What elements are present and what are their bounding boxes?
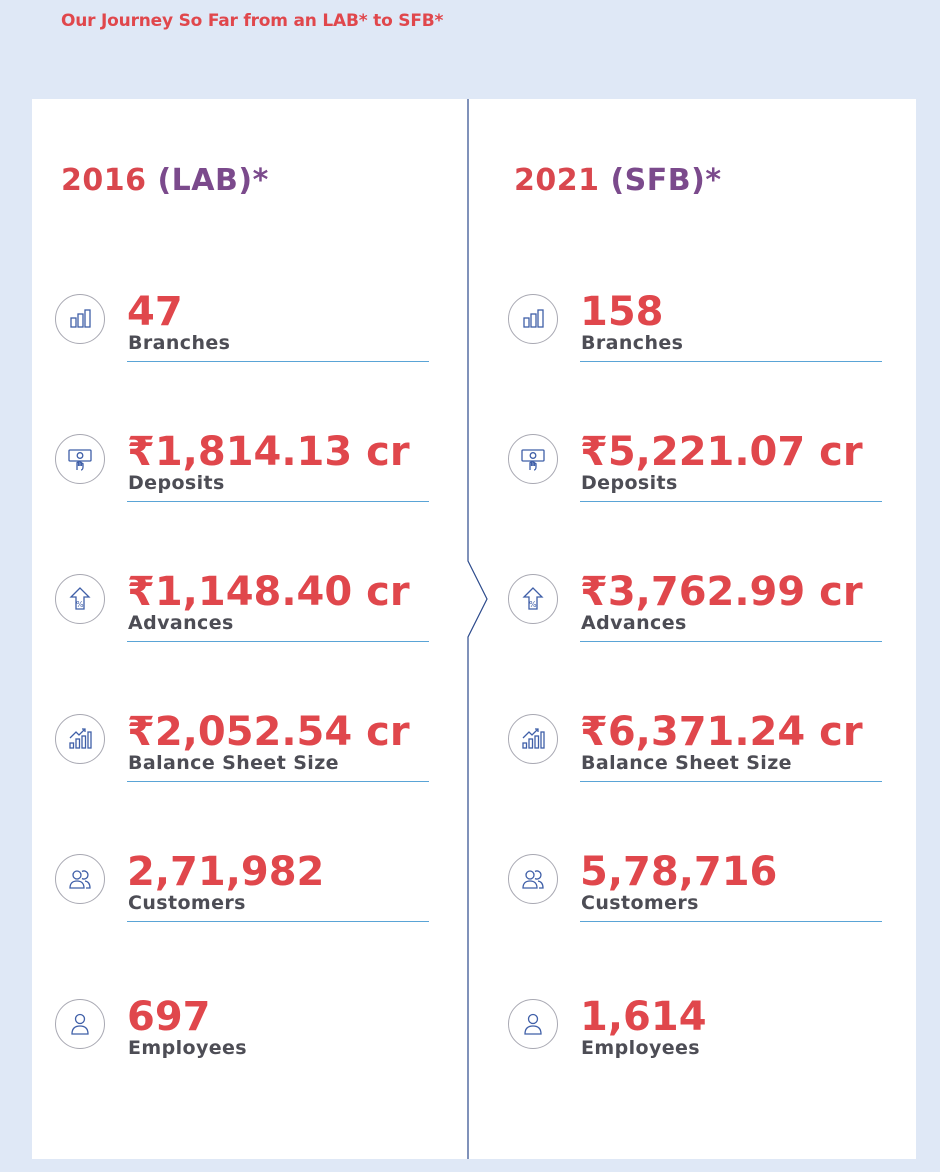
stat-value: 5,78,716 [580, 849, 778, 895]
stat-value: ₹5,221.07 cr [580, 429, 863, 475]
stat-item: 697 Employees [32, 994, 432, 1079]
stat-item: 1,614 Employees [485, 994, 885, 1079]
stat-item: 5,78,716 Customers [485, 849, 885, 934]
stat-value: 1,614 [580, 994, 707, 1040]
year-label: 2021 [514, 163, 600, 198]
stat-value: ₹1,148.40 cr [127, 569, 410, 615]
stat-label: Advances [128, 612, 234, 634]
stat-value: ₹6,371.24 cr [580, 709, 863, 755]
stat-value: 697 [127, 994, 211, 1040]
stat-label: Employees [581, 1037, 701, 1059]
stat-label: Balance Sheet Size [581, 752, 792, 774]
stat-underline [127, 781, 429, 782]
stat-label: Customers [128, 892, 246, 914]
svg-text:%: % [529, 600, 537, 609]
stat-item: ₹2,052.54 cr Balance Sheet Size [32, 709, 432, 794]
stat-underline [580, 361, 882, 362]
stat-value: 2,71,982 [127, 849, 325, 895]
cash-hand-icon [55, 434, 105, 484]
stat-underline [127, 641, 429, 642]
stat-item: 2,71,982 Customers [32, 849, 432, 934]
stat-item: 47 Branches [32, 289, 432, 374]
stat-underline [580, 501, 882, 502]
stat-underline [127, 361, 429, 362]
stat-item: ₹5,221.07 cr Deposits [485, 429, 885, 514]
comparison-card: 2016 (LAB)* 47 Branches ₹1,814.13 cr Deposit… [32, 99, 916, 1159]
stat-label: Deposits [128, 472, 225, 494]
stat-label: Balance Sheet Size [128, 752, 339, 774]
stat-value: 158 [580, 289, 664, 335]
page-title: Our Journey So Far from an LAB* to SFB* [61, 11, 444, 31]
stat-underline [580, 921, 882, 922]
employee-icon [508, 999, 558, 1049]
stat-item: 158 Branches [485, 289, 885, 374]
entity-tag: (SFB)* [610, 163, 722, 198]
stat-value: ₹1,814.13 cr [127, 429, 410, 475]
stat-label: Employees [128, 1037, 248, 1059]
stat-underline [580, 641, 882, 642]
percent-up-icon: % [55, 574, 105, 624]
stat-value: ₹2,052.54 cr [127, 709, 410, 755]
column-2016: 2016 (LAB)* 47 Branches ₹1,814.13 cr Deposit… [32, 99, 452, 1159]
stat-item: ₹1,814.13 cr Deposits [32, 429, 432, 514]
percent-up-icon: % [508, 574, 558, 624]
stat-label: Advances [581, 612, 687, 634]
column-2021: 2021 (SFB)* 158 Branches ₹5,221.07 cr Deposi… [485, 99, 905, 1159]
stat-value: ₹3,762.99 cr [580, 569, 863, 615]
customers-icon [508, 854, 558, 904]
stat-label: Customers [581, 892, 699, 914]
growth-chart-icon [55, 714, 105, 764]
customers-icon [55, 854, 105, 904]
stat-label: Branches [581, 332, 684, 354]
stat-item: % ₹1,148.40 cr Advances [32, 569, 432, 654]
stat-label: Branches [128, 332, 231, 354]
svg-text:%: % [76, 600, 84, 609]
stat-item: % ₹3,762.99 cr Advances [485, 569, 885, 654]
stat-underline [127, 501, 429, 502]
stat-item: ₹6,371.24 cr Balance Sheet Size [485, 709, 885, 794]
cash-hand-icon [508, 434, 558, 484]
stat-underline [127, 921, 429, 922]
stat-value: 47 [127, 289, 183, 335]
stat-label: Deposits [581, 472, 678, 494]
column-title: 2016 (LAB)* [61, 163, 269, 198]
bar-chart-icon [508, 294, 558, 344]
column-title: 2021 (SFB)* [514, 163, 722, 198]
year-label: 2016 [61, 163, 147, 198]
employee-icon [55, 999, 105, 1049]
entity-tag: (LAB)* [157, 163, 269, 198]
bar-chart-icon [55, 294, 105, 344]
growth-chart-icon [508, 714, 558, 764]
stat-underline [580, 781, 882, 782]
